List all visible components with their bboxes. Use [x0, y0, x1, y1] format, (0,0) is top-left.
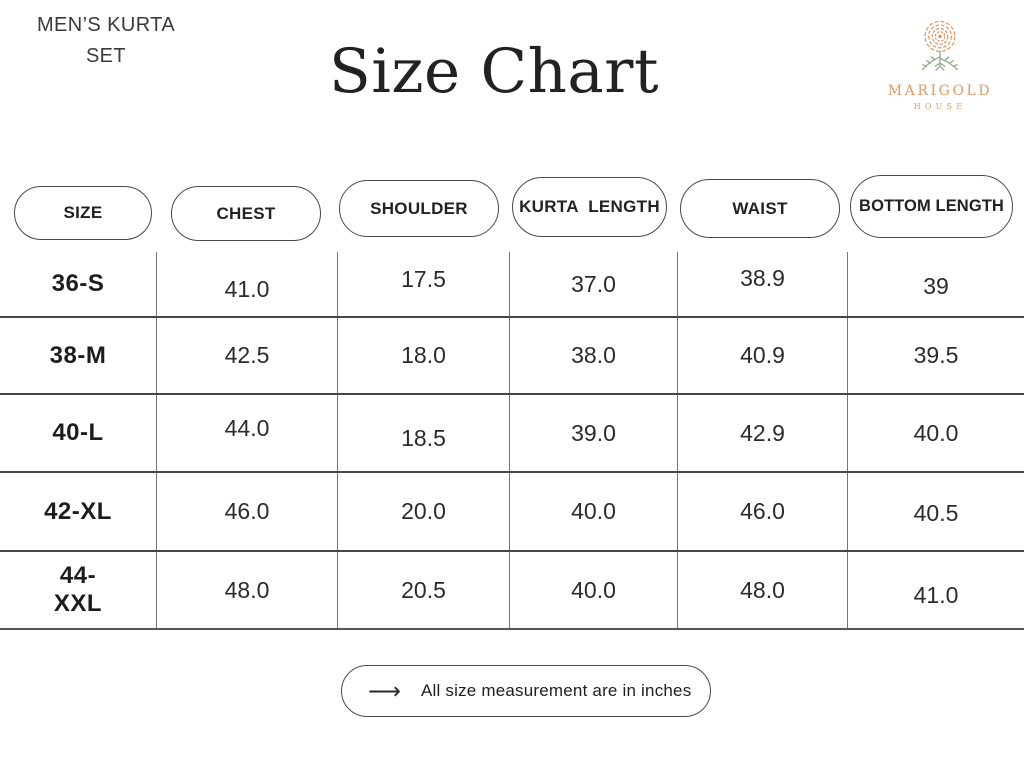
brand-subname: HOUSE — [913, 102, 967, 111]
kurta-length-cell: 40.0 — [510, 552, 678, 628]
bottom-length-cell: 39.5 — [913, 342, 959, 368]
brand-name: MARIGOLD — [887, 83, 993, 99]
measurement-note: ⟶ All size measurement are in inches — [341, 665, 711, 717]
column-pill-shoulder: SHOULDER — [339, 180, 499, 237]
kurta-length-cell: 39.0 — [510, 395, 678, 471]
column-label-chest: CHEST — [216, 203, 276, 223]
column-label-bottom-length: BOTTOM LENGTH — [859, 197, 1004, 215]
kurta-length-cell: 37.0 — [510, 252, 678, 316]
brand-logo: MARIGOLD HOUSE — [878, 16, 1002, 111]
shoulder-cell: 18.0 — [338, 318, 510, 393]
shoulder-cell: 20.0 — [338, 473, 510, 550]
column-label-size: SIZE — [63, 203, 103, 222]
column-label-waist: WAIST — [732, 198, 788, 218]
table-row-40l: 40-L 44.0 18.5 39.0 42.9 40.0 — [0, 395, 1024, 473]
shoulder-cell: 20.5 — [338, 552, 510, 628]
bottom-length-cell: 41.0 — [913, 581, 959, 608]
column-pill-waist: WAIST — [680, 179, 840, 238]
shoulder-cell: 18.5 — [338, 395, 510, 471]
chest-cell: 46.0 — [157, 473, 338, 550]
right-arrow-icon: ⟶ — [368, 677, 401, 704]
table-row-36s: 36-S 41.0 17.5 37.0 38.9 39 — [0, 252, 1024, 318]
waist-cell: 46.0 — [678, 473, 848, 550]
measurement-note-text: All size measurement are in inches — [420, 681, 692, 700]
waist-cell: 38.9 — [678, 252, 848, 316]
waist-cell: 42.9 — [678, 395, 848, 471]
marigold-flower-icon — [922, 20, 958, 71]
shoulder-cell: 17.5 — [338, 252, 510, 316]
size-table: 36-S 41.0 17.5 37.0 38.9 39 38-M 42.5 18… — [0, 252, 1024, 630]
bottom-length-cell: 39 — [923, 272, 949, 299]
product-label-line2: SET — [85, 45, 127, 67]
column-label-kurta-length: KURTA LENGTH — [519, 197, 660, 216]
waist-cell: 40.9 — [678, 318, 848, 393]
table-row-44xxl: 44-XXL 48.0 20.5 40.0 48.0 41.0 — [0, 552, 1024, 630]
product-label: MEN’S KURTA SET — [8, 10, 204, 72]
table-row-42xl: 42-XL 46.0 20.0 40.0 46.0 40.5 — [0, 473, 1024, 552]
size-cell: 36-S — [0, 252, 157, 316]
chest-cell: 48.0 — [157, 552, 338, 628]
chest-cell: 44.0 — [157, 395, 338, 471]
column-pill-chest: CHEST — [171, 186, 321, 241]
kurta-length-cell: 40.0 — [510, 473, 678, 550]
kurta-length-cell: 38.0 — [510, 318, 678, 393]
size-cell: 44-XXL — [0, 552, 157, 628]
size-cell: 42-XL — [0, 473, 157, 550]
waist-cell: 48.0 — [678, 552, 848, 628]
size-cell: 38-M — [0, 318, 157, 393]
column-label-shoulder: SHOULDER — [370, 198, 468, 218]
column-pill-size: SIZE — [14, 186, 152, 240]
column-pill-kurta-length: KURTA LENGTH — [512, 177, 667, 237]
product-label-line1: MEN’S KURTA — [36, 14, 176, 36]
column-pill-bottom-length: BOTTOM LENGTH — [850, 175, 1013, 238]
chest-cell: 41.0 — [157, 252, 338, 316]
table-row-38m: 38-M 42.5 18.0 38.0 40.9 39.5 — [0, 318, 1024, 395]
chest-cell: 42.5 — [157, 318, 338, 393]
page-title: Size Chart — [329, 36, 659, 107]
bottom-length-cell: 40.0 — [913, 419, 959, 446]
size-cell: 40-L — [0, 395, 157, 471]
bottom-length-cell: 40.5 — [913, 500, 959, 526]
